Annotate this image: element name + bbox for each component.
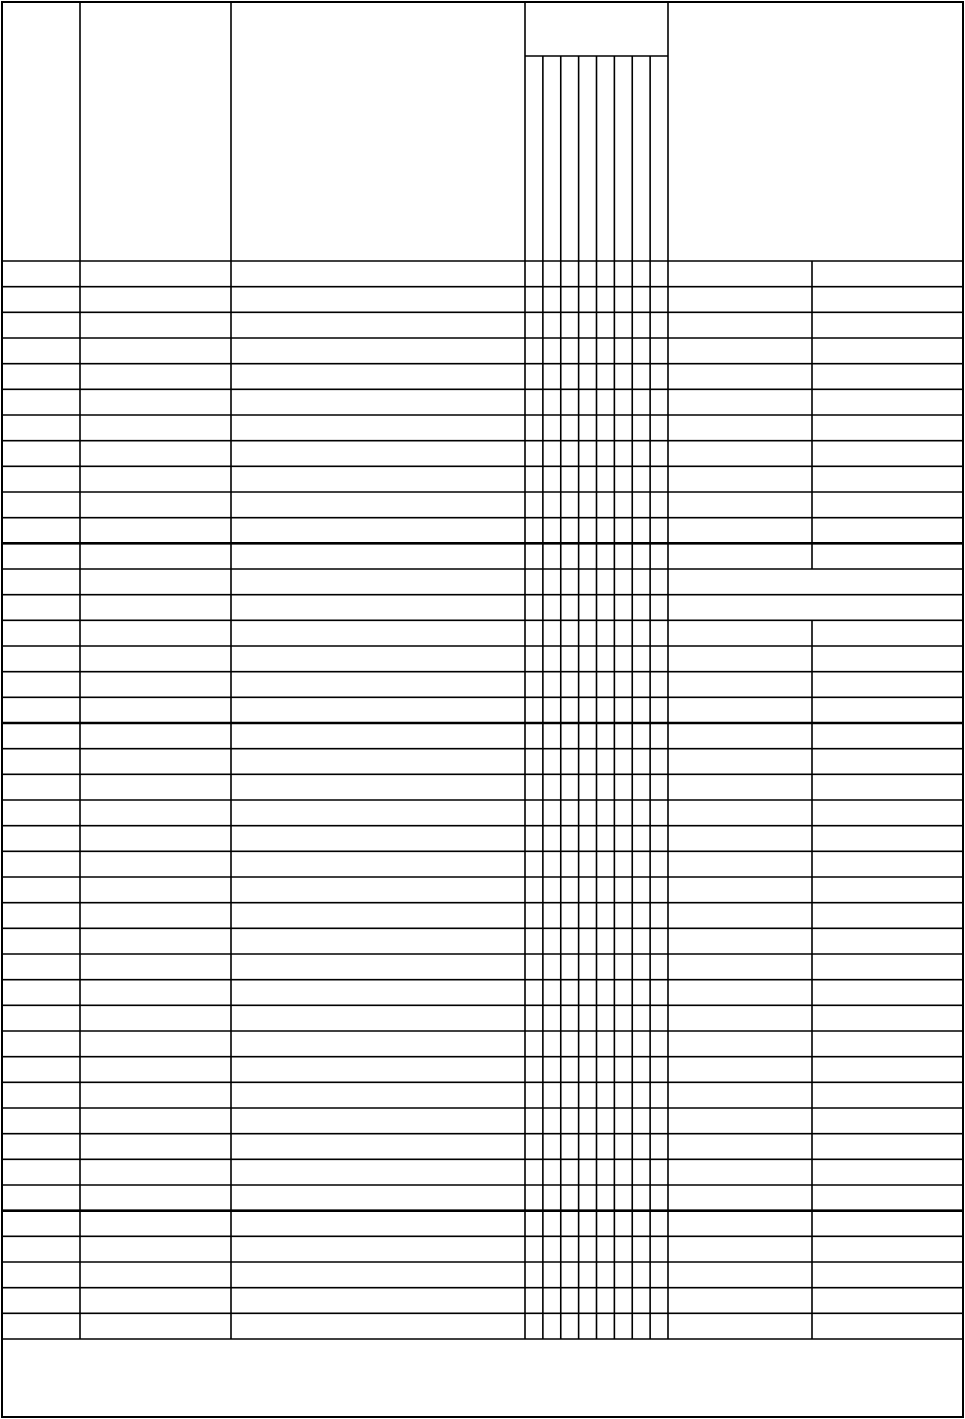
page: (() => { const svg = document.getElement… bbox=[0, 0, 965, 1419]
blank-form-grid bbox=[1, 1, 964, 1418]
form-border bbox=[1, 1, 964, 1418]
